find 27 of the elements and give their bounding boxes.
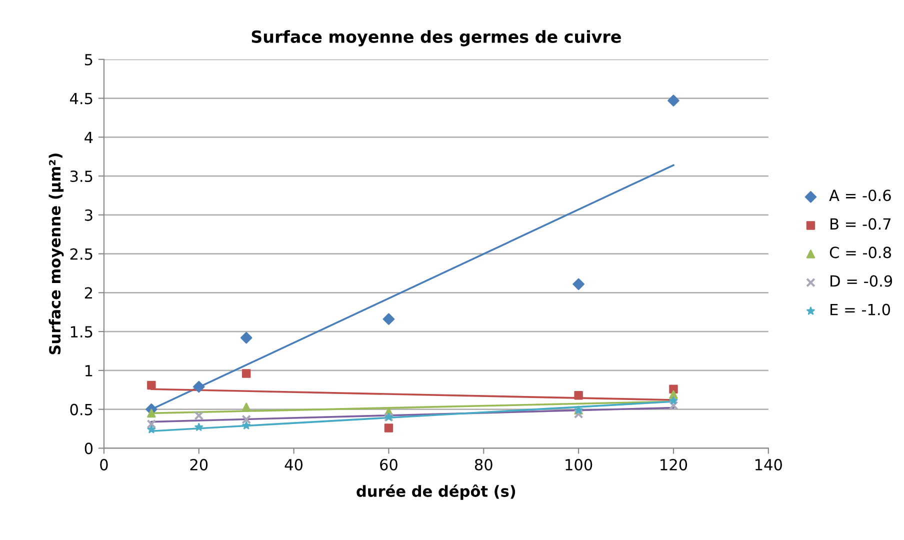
y-tick-label: 2.5 [70, 248, 92, 260]
y-tick-label: 1.5 [70, 326, 92, 338]
y-axis-title: Surface moyenne (µm²) [48, 154, 64, 354]
x-axis-title: durée de dépôt (s) [356, 484, 516, 500]
x-tick-label: 120 [660, 458, 688, 470]
legend-label: E = -1.0 [830, 304, 890, 316]
x-tick-label: 80 [474, 458, 492, 470]
y-tick-label: 4.5 [70, 92, 92, 104]
legend-label: B = -0.7 [830, 218, 891, 230]
x-tick-label: 40 [284, 458, 303, 470]
y-tick-label: 5 [85, 54, 92, 66]
x-tick-label: 140 [755, 458, 782, 470]
y-tick-label: 2 [84, 287, 92, 298]
x-tick-label: 0 [100, 458, 108, 470]
x-tick-label: 60 [380, 458, 398, 470]
chart-title: Surface moyenne des germes de cuivre [252, 30, 621, 46]
legend-label: D = -0.9 [830, 275, 892, 287]
legend-label: A = -0.6 [829, 190, 891, 202]
x-tick-label: 20 [190, 458, 208, 470]
x-tick-label: 100 [566, 458, 592, 470]
legend-label: C = -0.8 [830, 246, 891, 258]
y-tick-label: 0.5 [70, 404, 92, 416]
y-tick-label: 4 [84, 132, 93, 143]
y-tick-label: 0 [84, 442, 93, 454]
y-tick-label: 3.5 [70, 170, 92, 182]
y-tick-label: 1 [86, 365, 92, 376]
y-tick-label: 3 [84, 209, 92, 221]
